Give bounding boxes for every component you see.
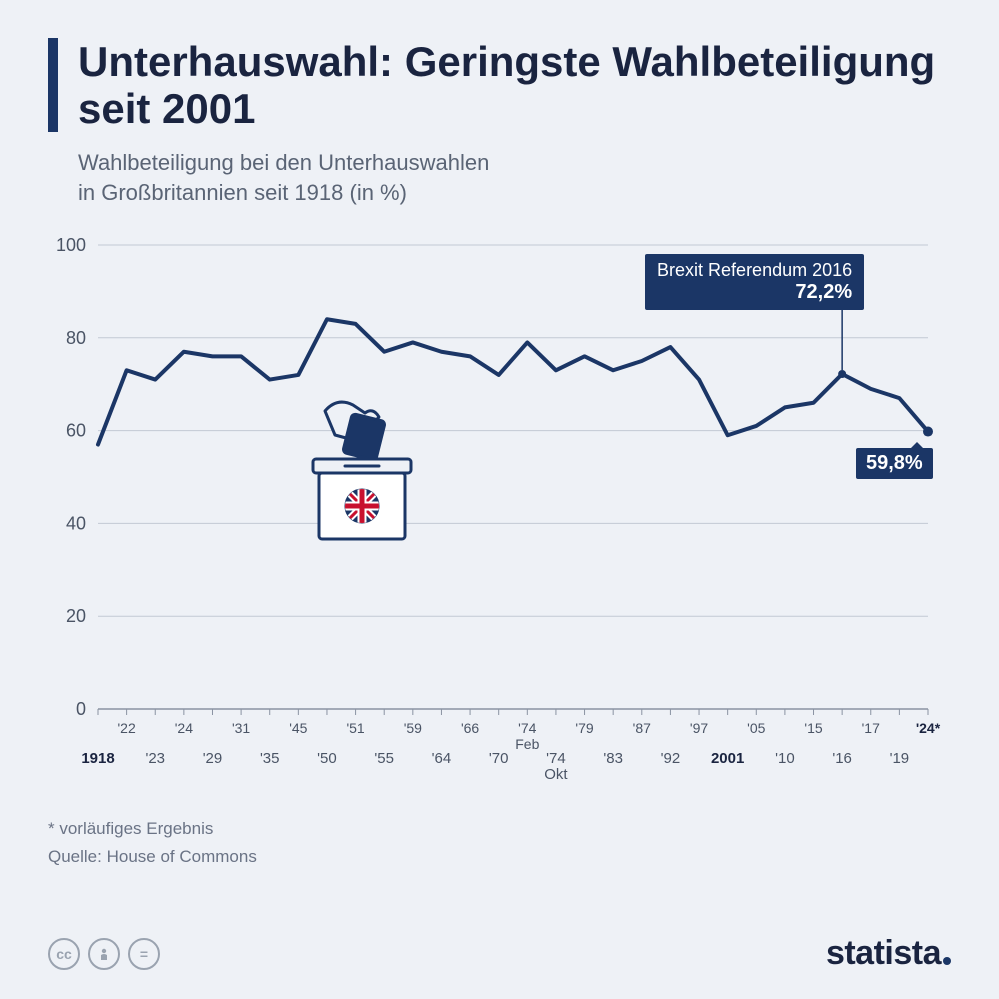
svg-text:'66: '66: [461, 720, 479, 736]
svg-text:'70: '70: [489, 750, 509, 767]
cc-nd-icon: =: [128, 938, 160, 970]
page-subtitle: Wahlbeteiligung bei den Unterhauswahleni…: [78, 148, 951, 207]
svg-text:'31: '31: [232, 720, 250, 736]
end-value-label: 59,8%: [856, 448, 933, 479]
svg-text:'74: '74: [546, 750, 566, 767]
svg-text:'05: '05: [747, 720, 765, 736]
svg-text:Feb: Feb: [515, 736, 539, 752]
svg-text:'55: '55: [374, 750, 394, 767]
svg-text:'97: '97: [690, 720, 708, 736]
svg-text:'22: '22: [117, 720, 135, 736]
svg-text:'10: '10: [775, 750, 795, 767]
svg-text:'15: '15: [804, 720, 822, 736]
footnote-preliminary: * vorläufiges Ergebnis: [48, 815, 951, 842]
svg-text:0: 0: [76, 699, 86, 719]
svg-text:'50: '50: [317, 750, 337, 767]
chart-svg: 0 20 40 60 80 100 1918'22 '23 '24 '29 '31 '35 '45 '50…: [48, 235, 948, 795]
svg-text:'35: '35: [260, 750, 280, 767]
svg-text:'79: '79: [575, 720, 593, 736]
cc-icon: cc: [48, 938, 80, 970]
svg-text:'45: '45: [289, 720, 307, 736]
cc-license-icons: cc =: [48, 938, 160, 970]
svg-text:'51: '51: [346, 720, 364, 736]
svg-text:'16: '16: [832, 750, 852, 767]
footnotes: * vorläufiges Ergebnis Quelle: House of …: [48, 815, 951, 869]
svg-text:20: 20: [66, 607, 86, 627]
svg-text:'92: '92: [661, 750, 681, 767]
svg-text:100: 100: [56, 235, 86, 255]
svg-text:80: 80: [66, 328, 86, 348]
svg-text:'64: '64: [432, 750, 452, 767]
brexit-callout: Brexit Referendum 201672,2%: [645, 254, 864, 310]
svg-text:'24*: '24*: [916, 720, 941, 736]
svg-text:'24: '24: [175, 720, 193, 736]
svg-text:2001: 2001: [711, 750, 744, 767]
svg-text:'87: '87: [633, 720, 651, 736]
title-accent-bar: [48, 38, 58, 132]
svg-text:Okt: Okt: [544, 766, 568, 783]
svg-text:60: 60: [66, 421, 86, 441]
svg-text:'23: '23: [145, 750, 165, 767]
svg-text:'74: '74: [518, 720, 536, 736]
footnote-source: Quelle: House of Commons: [48, 843, 951, 870]
svg-text:40: 40: [66, 514, 86, 534]
statista-logo: statista: [826, 934, 951, 973]
page-title: Unterhauswahl: Geringste Wahlbeteiligung…: [78, 38, 951, 132]
svg-text:'59: '59: [404, 720, 422, 736]
turnout-chart: 0 20 40 60 80 100 1918'22 '23 '24 '29 '31 '35 '45 '50…: [48, 235, 948, 795]
svg-text:1918: 1918: [81, 750, 114, 767]
svg-text:'29: '29: [203, 750, 223, 767]
ballot-box-icon: [287, 391, 437, 551]
svg-text:'19: '19: [890, 750, 910, 767]
cc-by-icon: [88, 938, 120, 970]
svg-text:'17: '17: [862, 720, 880, 736]
svg-text:'83: '83: [603, 750, 623, 767]
